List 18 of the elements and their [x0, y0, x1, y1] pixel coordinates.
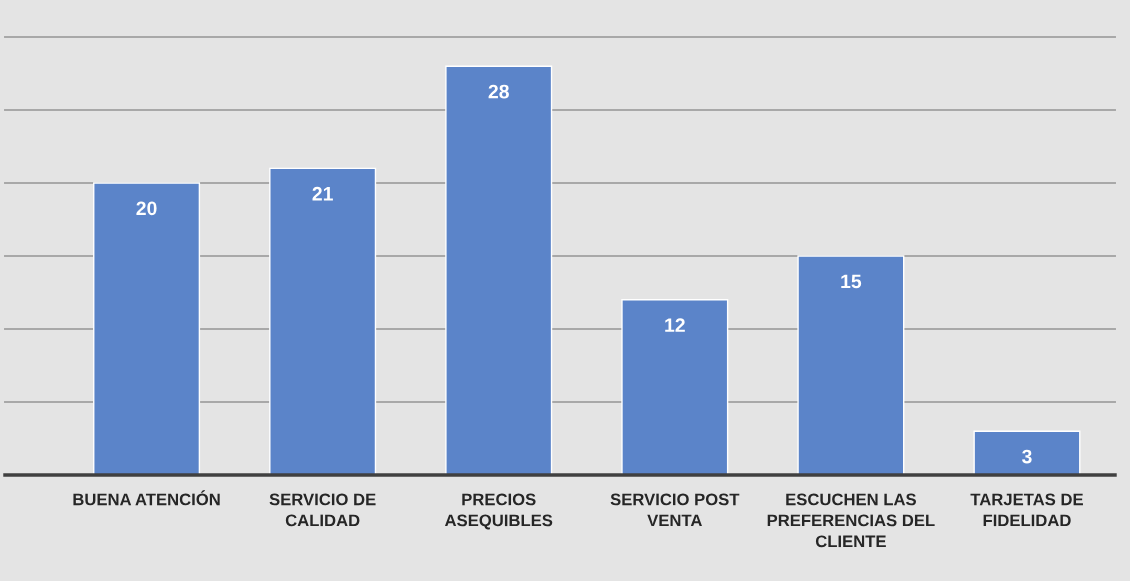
x-tick-label: SERVICIO DE CALIDAD — [269, 493, 376, 527]
bar — [445, 65, 553, 475]
x-tick-label: BUENA ATENCIÓN — [73, 490, 220, 506]
data-label: 28 — [488, 84, 509, 99]
data-label: 3 — [1022, 449, 1032, 464]
x-tick-label: TARJETAS DE FIDELIDAD — [970, 493, 1083, 527]
bar — [621, 299, 729, 475]
x-tick-label: ESCUCHEN LAS PREFERENCIAS DEL CLIENTE — [767, 493, 935, 548]
data-label: 15 — [841, 274, 862, 289]
bar — [269, 167, 377, 475]
data-label: 21 — [312, 186, 333, 201]
bar — [973, 430, 1081, 475]
data-label: 12 — [665, 318, 685, 332]
x-tick-label: SERVICIO POST VENTA — [610, 493, 740, 527]
x-tick-label: PRECIOS ASEQUIBLES — [444, 493, 553, 530]
bar — [797, 255, 905, 475]
data-label: 20 — [136, 201, 157, 216]
bar — [93, 182, 201, 475]
